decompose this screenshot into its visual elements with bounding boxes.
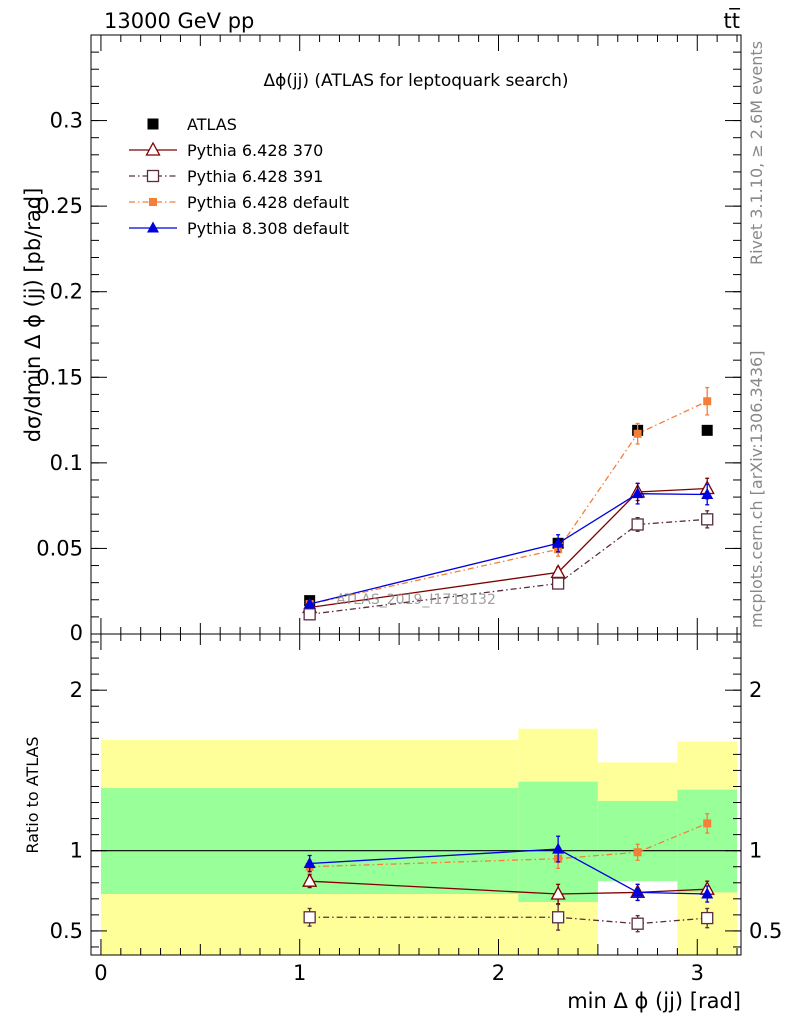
main-series-line-pythia-8-308-default <box>309 493 708 605</box>
ratio-point-pythia-8-308-default <box>552 842 565 854</box>
rivet-version-label: Rivet 3.1.10, ≥ 2.6M events <box>747 41 766 265</box>
x-axis-label: min Δ ϕ (jj) [rad] <box>567 989 741 1013</box>
ratio-band-green <box>677 789 738 893</box>
x-tick-label: 3 <box>691 961 704 985</box>
main-series-line-pythia-6-428-370 <box>309 487 708 609</box>
main-y-tick-label: 0.3 <box>50 109 83 133</box>
legend-marker-pythia-6-428-391 <box>146 169 160 183</box>
ratio-point-pythia-6-428-391 <box>303 911 316 924</box>
main-point-pythia-6-428-default <box>703 397 712 406</box>
main-y-tick-label: 0.25 <box>36 194 83 218</box>
main-y-tick-label: 0.2 <box>50 280 83 304</box>
legend-label-atlas: ATLAS <box>187 115 237 134</box>
main-point-atlas <box>701 424 713 436</box>
ratio-point-pythia-8-308-default <box>701 887 714 899</box>
ratio-frame <box>90 633 742 956</box>
ratio-y-axis-label: Ratio to ATLAS <box>23 736 42 853</box>
main-point-pythia-8-308-default <box>631 487 644 499</box>
main-y-tick-label: 0.1 <box>50 451 83 475</box>
ratio-y-tick-label-right: 1 <box>749 839 762 863</box>
main-y-tick-label-zero: 0 <box>70 621 83 645</box>
main-point-pythia-8-308-default <box>552 536 565 548</box>
ratio-panel: 0.5 1 2 0.5 1 2 0 1 2 3 Ratio to ATLAS min Δ ϕ (j… <box>23 633 782 1013</box>
ratio-point-pythia-6-428-370 <box>302 872 318 887</box>
ratio-point-pythia-6-428-391 <box>631 917 644 930</box>
energy-label: 13000 GeV pp <box>104 9 254 33</box>
main-y-tick-label: 0.15 <box>36 365 83 389</box>
mcplots-label: mcplots.cern.ch [arXiv:1306.3436] <box>747 351 766 628</box>
ratio-y-tick-label: 1 <box>70 839 83 863</box>
ratio-point-pythia-6-428-370 <box>550 885 566 900</box>
main-panel: 0.05 0.1 0.15 0.2 0.25 0.3 0 Δϕ(jj) (ATLAS for… <box>21 34 742 645</box>
ratio-y-tick-label: 2 <box>70 678 83 702</box>
ratio-point-pythia-6-428-default <box>633 848 642 857</box>
x-tick-label: 2 <box>492 961 505 985</box>
main-series-line-pythia-6-428-default <box>309 400 708 605</box>
ratio-series-line-pythia-6-428-391 <box>309 916 708 925</box>
main-point-pythia-8-308-default <box>701 488 714 500</box>
legend-label-pythia-8-308-default: Pythia 8.308 default <box>187 219 349 238</box>
ratio-point-pythia-8-308-default <box>303 857 316 869</box>
ratio-series-line-pythia-8-308-default <box>309 848 708 895</box>
legend: ATLAS Pythia 6.428 370 Pythia 6.428 391 Pyt… <box>129 115 349 238</box>
ratio-y-tick-label-right: 0.5 <box>749 919 782 943</box>
main-point-pythia-6-428-default <box>633 429 642 438</box>
main-y-tick-label: 0.05 <box>36 536 83 560</box>
main-point-pythia-6-428-391 <box>701 513 714 526</box>
main-point-pythia-6-428-391 <box>631 518 644 531</box>
legend-marker-pythia-6-428-370 <box>145 141 161 156</box>
ratio-series-line-pythia-6-428-default <box>309 822 708 868</box>
ratio-point-pythia-6-428-391 <box>551 911 565 924</box>
ratio-y-tick-label: 0.5 <box>50 919 83 943</box>
main-series-line-pythia-6-428-391 <box>309 518 708 615</box>
legend-marker-pythia-8-308-default <box>147 221 159 233</box>
legend-label-pythia-6-428-370: Pythia 6.428 370 <box>187 141 323 160</box>
main-watermark: ATLAS_2019_I1718132 <box>336 592 496 608</box>
main-point-pythia-6-428-391 <box>551 577 565 590</box>
main-title: Δϕ(jj) (ATLAS for leptoquark search) <box>263 71 568 91</box>
ratio-band-green <box>597 800 678 882</box>
main-point-pythia-6-428-391 <box>303 608 316 621</box>
ratio-series-line-pythia-6-428-370 <box>309 880 708 895</box>
ratio-y-tick-label-right: 2 <box>749 678 762 702</box>
legend-marker-pythia-6-428-default <box>149 198 157 206</box>
legend-label-pythia-6-428-default: Pythia 6.428 default <box>187 193 349 212</box>
ratio-point-pythia-8-308-default <box>631 885 644 897</box>
legend-marker-atlas <box>147 118 159 130</box>
process-label: tt̅ <box>724 7 741 33</box>
x-tick-label: 1 <box>293 961 306 985</box>
ratio-point-pythia-6-428-391 <box>701 911 714 925</box>
x-tick-label: 0 <box>94 961 107 985</box>
main-y-axis-label: dσ/dmin Δ ϕ (jj) [pb/rad] <box>21 188 45 443</box>
ratio-point-pythia-6-428-default <box>703 819 712 828</box>
main-point-pythia-8-308-default <box>303 597 316 609</box>
legend-label-pythia-6-428-391: Pythia 6.428 391 <box>187 167 323 186</box>
